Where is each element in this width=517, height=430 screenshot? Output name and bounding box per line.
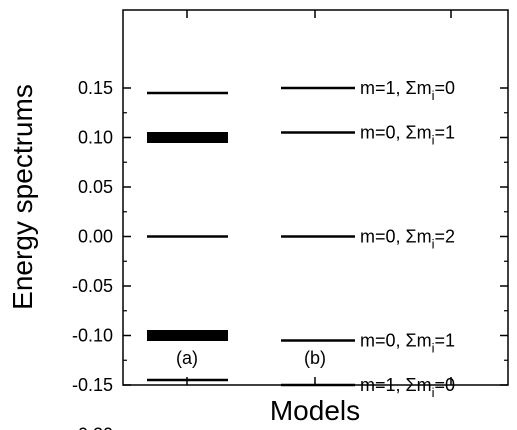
level-annotation: m=0, Σmi=2 [360,227,455,252]
y-axis-title: Energy spectrums [7,84,38,310]
level-annotation: m=1, Σmi=0 [360,78,455,103]
y-tick-label: 0.05 [78,177,113,197]
y-tick-labels: 0.15 0.10 0.05 0.00 -0.05 -0.10 -0.15 -0.20 [72,78,113,430]
y-tick-label: 0.15 [78,78,113,98]
tick-marks [123,10,508,386]
plot-frame [122,9,509,386]
y-tick-label: -0.20 [72,425,113,430]
y-tick-label: -0.10 [72,326,113,346]
category-label: (b) [304,348,326,368]
y-tick-label: -0.15 [72,375,113,395]
x-axis-title: Models [270,395,360,426]
category-labels: (a) (b) [176,348,326,368]
level-annotations: m=1, Σmi=0 m=0, Σmi=1 m=0, Σmi=2 m=0, Σmi=1… [360,78,455,400]
category-label: (a) [176,348,198,368]
energy-levels [147,86,355,387]
level-annotation: m=0, Σmi=1 [360,330,455,355]
level-annotation: m=0, Σmi=1 [360,123,455,148]
y-tick-label: 0.10 [78,128,113,148]
y-tick-label: 0.00 [78,227,113,247]
y-tick-label: -0.05 [72,276,113,296]
level-annotation: m=1, Σmi=0 [360,375,455,400]
